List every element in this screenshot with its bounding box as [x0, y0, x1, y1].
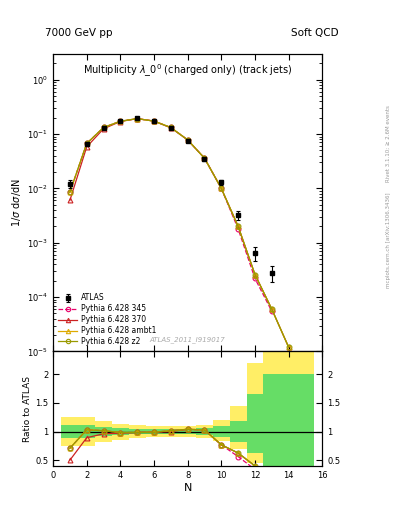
Pythia 6.428 z2	[185, 137, 190, 143]
Pythia 6.428 370	[135, 116, 140, 122]
Pythia 6.428 z2	[286, 344, 291, 350]
Pythia 6.428 345	[68, 189, 72, 195]
Pythia 6.428 ambt1	[101, 124, 106, 131]
Pythia 6.428 370	[202, 155, 207, 161]
Pythia 6.428 z2	[219, 185, 224, 191]
Pythia 6.428 345	[84, 140, 89, 146]
Pythia 6.428 370	[152, 118, 156, 124]
Pythia 6.428 ambt1	[135, 116, 140, 122]
Pythia 6.428 370	[236, 223, 241, 229]
Pythia 6.428 345	[253, 275, 257, 282]
Line: Pythia 6.428 345: Pythia 6.428 345	[68, 116, 274, 314]
Pythia 6.428 345	[118, 118, 123, 124]
Line: Pythia 6.428 ambt1: Pythia 6.428 ambt1	[68, 116, 291, 350]
Pythia 6.428 ambt1	[236, 223, 241, 229]
Pythia 6.428 370	[84, 144, 89, 150]
Text: 7000 GeV pp: 7000 GeV pp	[45, 28, 112, 38]
Pythia 6.428 ambt1	[152, 118, 156, 124]
Pythia 6.428 z2	[101, 124, 106, 131]
Pythia 6.428 370	[68, 197, 72, 203]
Pythia 6.428 345	[101, 124, 106, 131]
Pythia 6.428 345	[219, 185, 224, 191]
Pythia 6.428 z2	[202, 155, 207, 161]
Pythia 6.428 ambt1	[118, 118, 123, 124]
Pythia 6.428 345	[185, 137, 190, 143]
Pythia 6.428 345	[270, 308, 274, 314]
Pythia 6.428 z2	[270, 306, 274, 312]
Pythia 6.428 370	[185, 137, 190, 143]
Pythia 6.428 z2	[253, 271, 257, 278]
Pythia 6.428 370	[270, 306, 274, 312]
Pythia 6.428 370	[219, 185, 224, 191]
Pythia 6.428 ambt1	[202, 155, 207, 161]
Pythia 6.428 345	[152, 118, 156, 124]
Pythia 6.428 z2	[169, 124, 173, 131]
Pythia 6.428 345	[236, 226, 241, 232]
Y-axis label: 1/$\sigma$ d$\sigma$/dN: 1/$\sigma$ d$\sigma$/dN	[10, 178, 23, 227]
Text: Multiplicity $\lambda\_0^0$ (charged only) (track jets): Multiplicity $\lambda\_0^0$ (charged onl…	[83, 62, 292, 79]
Pythia 6.428 z2	[152, 118, 156, 124]
Pythia 6.428 ambt1	[270, 306, 274, 312]
Pythia 6.428 z2	[84, 140, 89, 146]
Line: Pythia 6.428 z2: Pythia 6.428 z2	[68, 116, 291, 350]
Pythia 6.428 ambt1	[68, 189, 72, 195]
Pythia 6.428 ambt1	[286, 344, 291, 350]
Pythia 6.428 ambt1	[219, 185, 224, 191]
Legend: ATLAS, Pythia 6.428 345, Pythia 6.428 370, Pythia 6.428 ambt1, Pythia 6.428 z2: ATLAS, Pythia 6.428 345, Pythia 6.428 37…	[57, 292, 158, 348]
Pythia 6.428 ambt1	[84, 140, 89, 146]
Pythia 6.428 345	[169, 124, 173, 131]
Pythia 6.428 ambt1	[253, 271, 257, 278]
Y-axis label: Ratio to ATLAS: Ratio to ATLAS	[23, 376, 32, 442]
Pythia 6.428 z2	[68, 189, 72, 195]
Pythia 6.428 370	[118, 118, 123, 124]
Pythia 6.428 z2	[236, 223, 241, 229]
Text: ATLAS_2011_I919017: ATLAS_2011_I919017	[150, 336, 226, 343]
Pythia 6.428 z2	[135, 116, 140, 122]
X-axis label: N: N	[184, 482, 192, 493]
Pythia 6.428 370	[169, 125, 173, 131]
Pythia 6.428 ambt1	[169, 124, 173, 131]
Text: Rivet 3.1.10; ≥ 2.6M events: Rivet 3.1.10; ≥ 2.6M events	[386, 105, 391, 182]
Text: Soft QCD: Soft QCD	[290, 28, 338, 38]
Text: mcplots.cern.ch [arXiv:1306.3436]: mcplots.cern.ch [arXiv:1306.3436]	[386, 193, 391, 288]
Pythia 6.428 370	[286, 344, 291, 350]
Pythia 6.428 345	[202, 155, 207, 161]
Pythia 6.428 ambt1	[185, 137, 190, 143]
Pythia 6.428 370	[101, 126, 106, 132]
Line: Pythia 6.428 370: Pythia 6.428 370	[68, 116, 291, 350]
Pythia 6.428 z2	[118, 118, 123, 124]
Pythia 6.428 370	[253, 271, 257, 278]
Pythia 6.428 345	[135, 116, 140, 122]
